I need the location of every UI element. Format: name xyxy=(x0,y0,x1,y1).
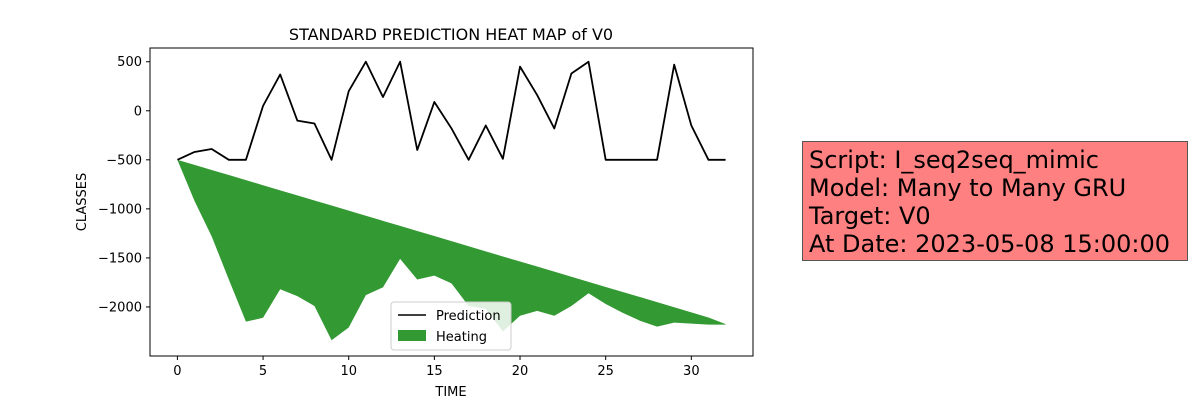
y-tick-label: −500 xyxy=(106,153,142,168)
x-tick-label: 0 xyxy=(173,364,181,379)
info-target-line: Target: V0 xyxy=(809,202,931,230)
info-model-line: Model: Many to Many GRU xyxy=(809,174,1127,202)
legend: Prediction Heating xyxy=(390,301,512,351)
x-tick-label: 20 xyxy=(512,364,529,379)
prediction-line xyxy=(177,60,726,161)
x-axis-label: TIME xyxy=(434,385,466,400)
heating-area xyxy=(177,159,726,341)
info-date-line: At Date: 2023-05-08 15:00:00 xyxy=(809,230,1171,258)
legend-prediction-label: Prediction xyxy=(436,309,501,324)
x-tick-label: 15 xyxy=(426,364,443,379)
chart-title: STANDARD PREDICTION HEAT MAP of V0 xyxy=(289,25,613,44)
y-tick-label: 0 xyxy=(134,104,142,119)
y-tick-label: 500 xyxy=(117,55,142,70)
plot-frame xyxy=(149,47,754,357)
chart: STANDARD PREDICTION HEAT MAP of V0 0 5 10 1… xyxy=(75,25,754,400)
info-script-line: Script: I_seq2seq_mimic xyxy=(809,146,1099,174)
x-tick-label: 5 xyxy=(259,364,267,379)
legend-heating-label: Heating xyxy=(436,330,487,345)
y-tick-label: −1000 xyxy=(98,202,142,217)
x-tick-label: 30 xyxy=(683,364,700,379)
y-axis-label: CLASSES xyxy=(75,173,90,231)
y-tick-label: −1500 xyxy=(98,251,142,266)
x-tick-label: 10 xyxy=(340,364,357,379)
y-tick-label: −2000 xyxy=(98,300,142,315)
legend-heating-swatch xyxy=(398,330,426,341)
x-tick-label: 25 xyxy=(597,364,614,379)
info-box: Script: I_seq2seq_mimic Model: Many to M… xyxy=(802,141,1188,261)
